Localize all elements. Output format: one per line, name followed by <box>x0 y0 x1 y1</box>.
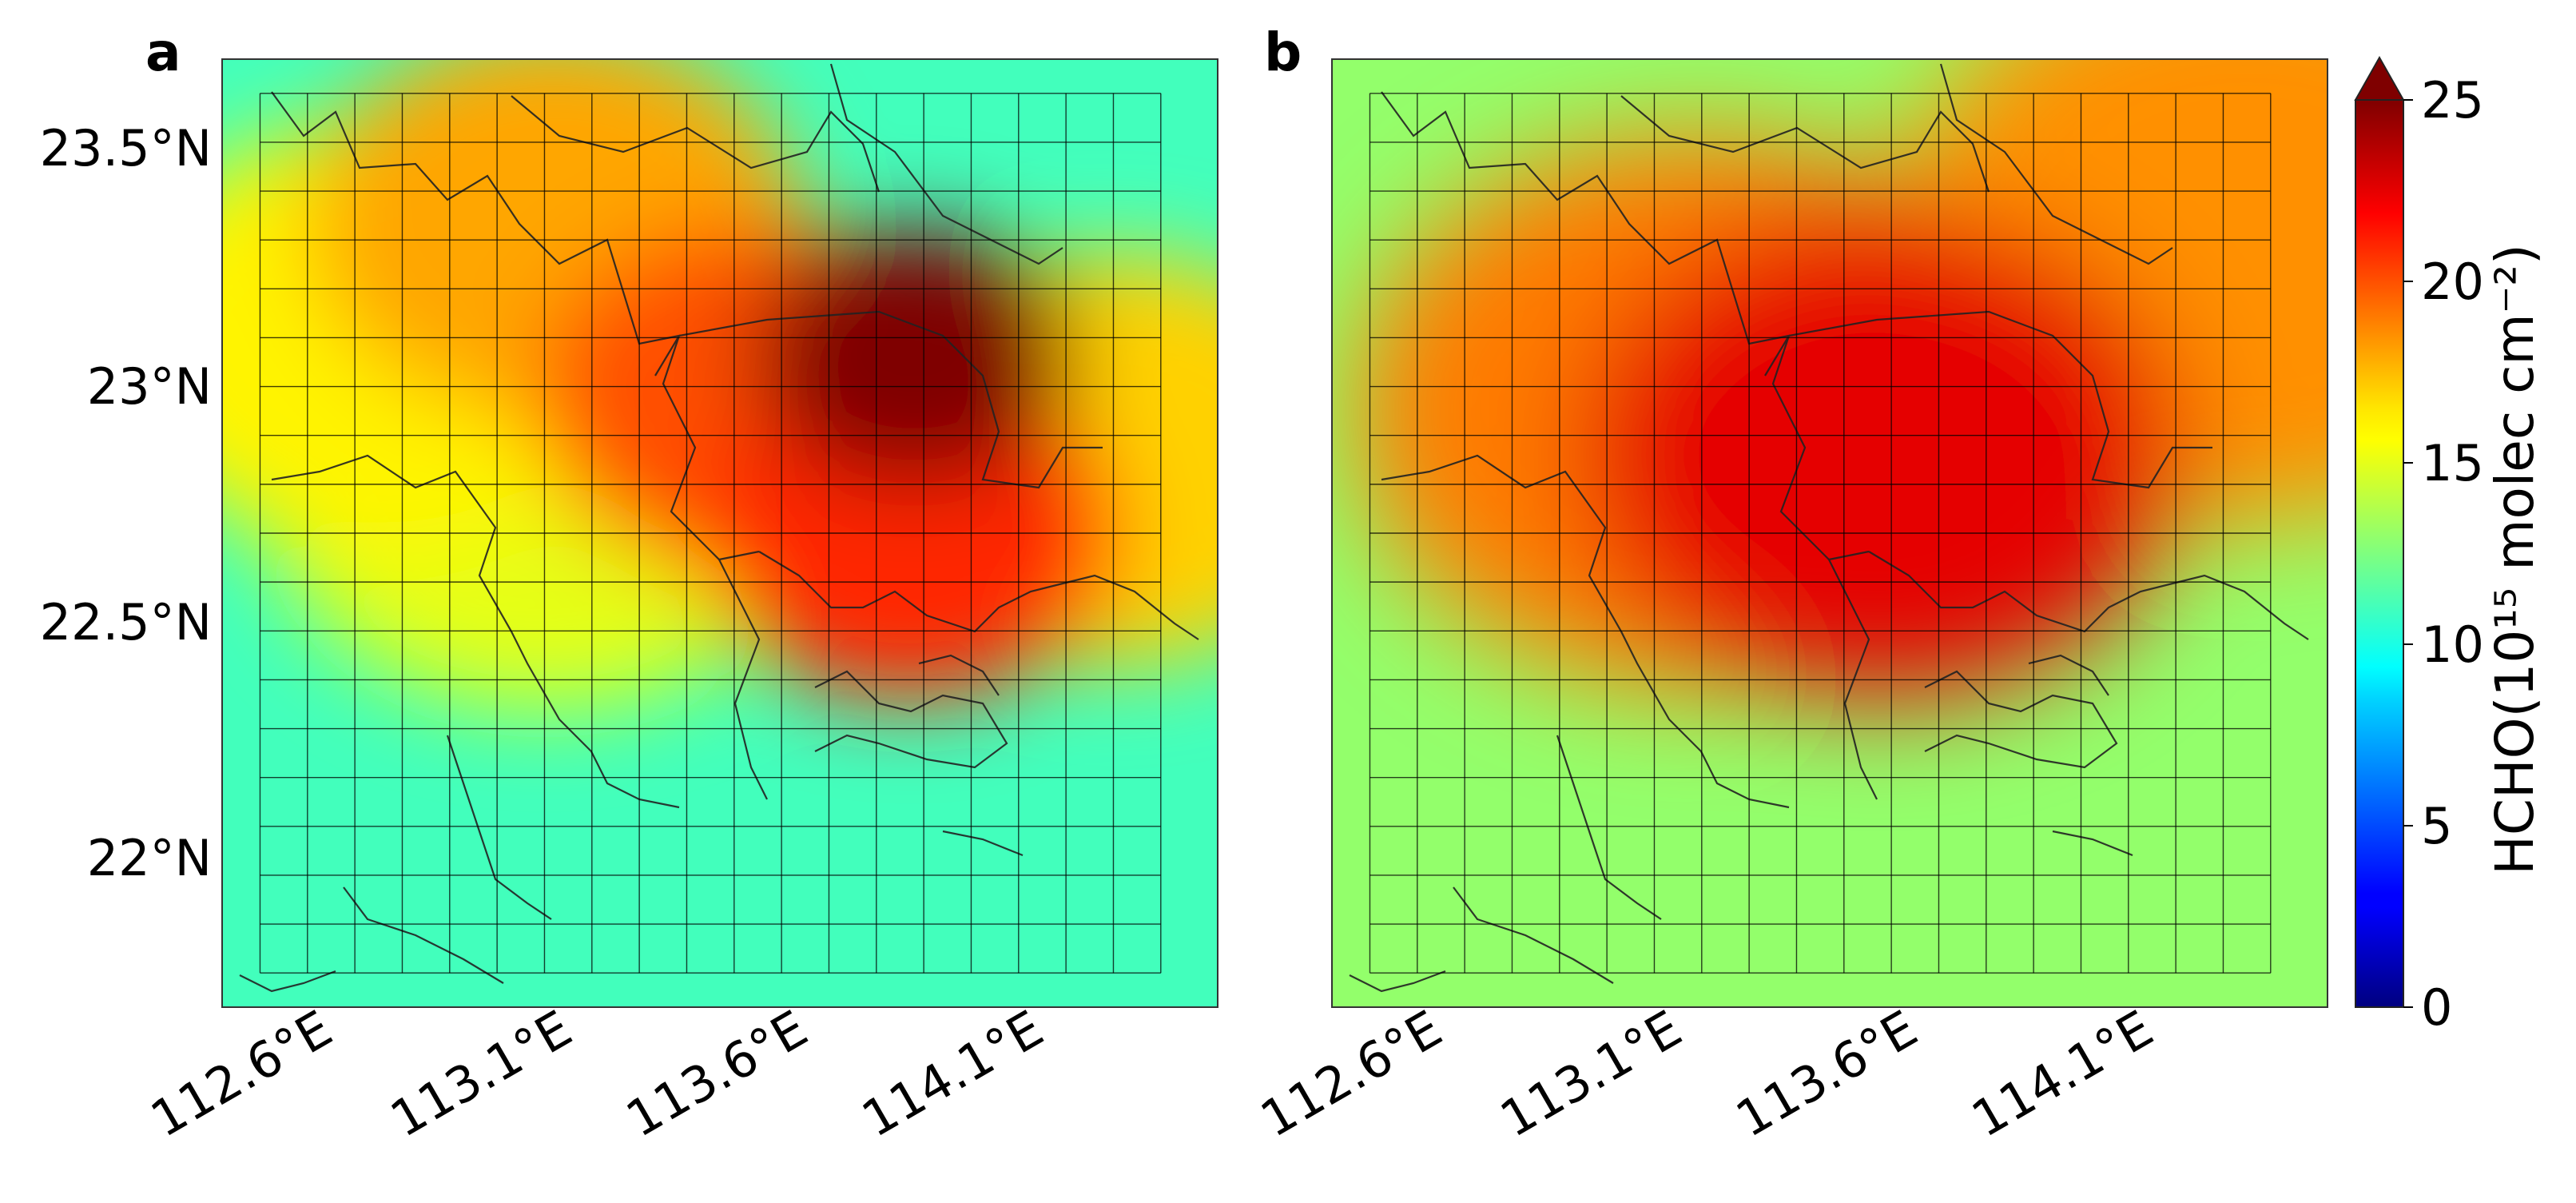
y-tick-label: 23°N <box>87 357 212 416</box>
map-panel-a: a 23.5°N 23°N 22.5°N 22°N 112.6°E 113.1°… <box>40 22 1218 1149</box>
colorbar-tick-label: 10 <box>2421 615 2484 674</box>
map-frame <box>221 58 1218 1008</box>
x-tick-label: 112.6°E <box>1251 999 1452 1149</box>
x-tick-label: 113.6°E <box>1727 999 1927 1149</box>
colorbar-tick-label: 5 <box>2421 797 2452 855</box>
x-tick-label: 113.6°E <box>617 999 817 1149</box>
y-tick-label: 22.5°N <box>40 593 212 651</box>
x-tick-label: 112.6°E <box>141 999 342 1149</box>
colorbar-tick-label: 15 <box>2421 434 2484 492</box>
map-frame <box>1331 58 2328 1008</box>
coastline <box>239 63 1199 993</box>
x-tick-label: 113.1°E <box>381 999 582 1149</box>
panel-label: a <box>145 22 181 83</box>
colorbar-tick-label: 20 <box>2421 253 2484 311</box>
lat-lon-grid <box>259 93 1162 974</box>
heatmap-cell <box>752 227 1076 487</box>
y-tick-label: 22°N <box>87 829 212 887</box>
y-tick-label: 23.5°N <box>40 119 212 177</box>
x-tick-label: 114.1°E <box>853 999 1053 1149</box>
heatmap-cell <box>1576 210 2188 700</box>
x-tick-label: 114.1°E <box>1962 999 2163 1149</box>
colorbar-ticks: 0 5 10 15 20 25 <box>2403 71 2484 1037</box>
lat-lon-grid <box>1369 93 2272 974</box>
colorbar-tick-label: 25 <box>2421 71 2484 129</box>
colorbar-label: HCHO(10¹⁵ molec cm⁻²) <box>2484 244 2546 874</box>
colorbar: 0 5 10 15 20 25 HCHO(10¹⁵ molec cm⁻²) <box>2354 55 2546 1037</box>
colorbar-tick-label: 0 <box>2421 978 2452 1037</box>
colorbar-gradient <box>2355 99 2404 1008</box>
x-tick-label: 113.1°E <box>1491 999 1691 1149</box>
heatmap-field <box>222 59 1218 710</box>
colorbar-extend-arrow <box>2354 55 2405 101</box>
panel-label: b <box>1264 22 1302 83</box>
